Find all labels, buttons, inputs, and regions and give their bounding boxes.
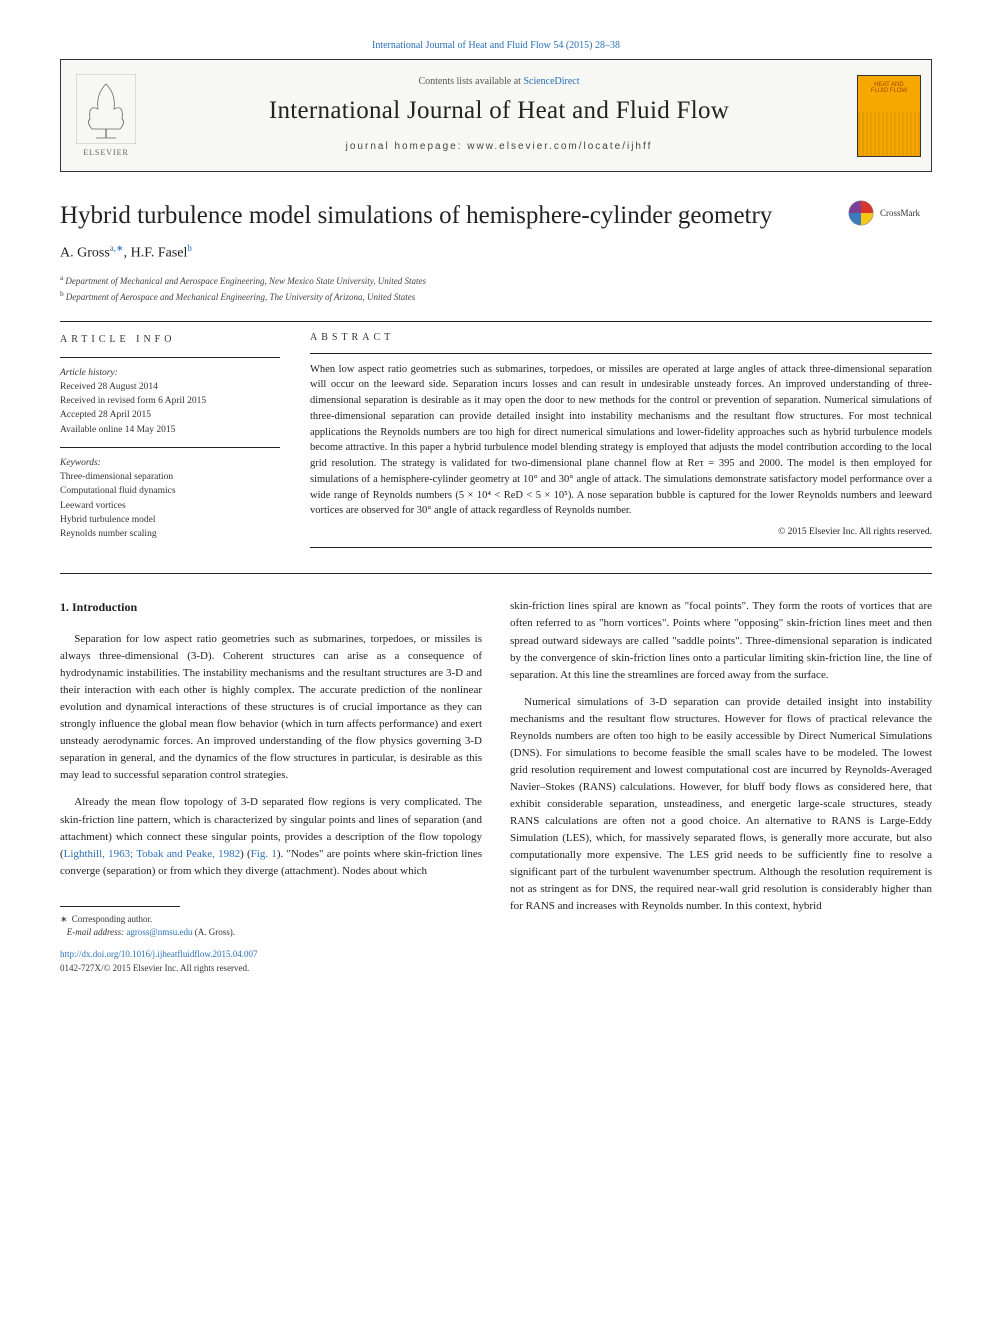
cover-thumb-wrap [847,60,931,171]
journal-name: International Journal of Heat and Fluid … [159,97,839,125]
contents-line: Contents lists available at ScienceDirec… [159,76,839,87]
article-title: Hybrid turbulence model simulations of h… [60,200,834,231]
article-info-block: ARTICLE INFO Article history: Received 2… [60,332,280,552]
header-mid: Contents lists available at ScienceDirec… [151,60,847,171]
affil-b: Department of Aerospace and Mechanical E… [66,292,416,302]
affil-a: Department of Mechanical and Aerospace E… [65,276,426,286]
kw-3: Leeward vortices [60,501,126,511]
article-info-head: ARTICLE INFO [60,332,280,347]
body-p2: Already the mean flow topology of 3-D se… [60,794,482,879]
revised-date: Received in revised form 6 April 2015 [60,396,206,406]
p2-b: ) ( [240,848,251,860]
author-2-affil-link[interactable]: b [187,243,192,253]
abstract-head: ABSTRACT [310,332,932,343]
divider [60,321,932,322]
doi-link[interactable]: http://dx.doi.org/10.1016/j.ijheatfluidf… [60,949,258,959]
author-1-affil-link[interactable]: a,∗ [110,243,124,253]
abstract-block: ABSTRACT When low aspect ratio geometrie… [310,332,932,552]
divider [60,573,932,574]
crossmark-icon [848,200,874,226]
email-who: (A. Gross). [195,927,235,937]
email-label: E-mail address: [67,927,124,937]
kw-1: Three-dimensional separation [60,472,173,482]
body-p1: Separation for low aspect ratio geometri… [60,631,482,784]
kw-2: Computational fluid dynamics [60,486,176,496]
authors-line: A. Grossa,∗, H.F. Faselb [60,243,932,262]
body-p4: Numerical simulations of 3-D separation … [510,694,932,916]
journal-header: ELSEVIER Contents lists available at Sci… [60,59,932,172]
journal-homepage: journal homepage: www.elsevier.com/locat… [159,141,839,152]
intro-heading: 1. Introduction [60,598,482,617]
history-label: Article history: [60,368,118,378]
received-date: Received 28 August 2014 [60,382,158,392]
crossmark-badge[interactable]: CrossMark [848,200,932,226]
citation-lighthill[interactable]: Lighthill, 1963; Tobak and Peake, 1982 [64,848,240,860]
kw-4: Hybrid turbulence model [60,515,156,525]
elsevier-label: ELSEVIER [83,148,129,157]
divider [60,357,280,358]
accepted-date: Accepted 28 April 2015 [60,410,151,420]
body-col-left: 1. Introduction Separation for low aspec… [60,598,482,975]
divider [60,447,280,448]
body-col-right: skin-friction lines spiral are known as … [510,598,932,975]
journal-cover-thumb[interactable] [857,75,921,157]
homepage-url[interactable]: www.elsevier.com/locate/ijhff [467,141,652,152]
publisher-logo-block: ELSEVIER [61,60,151,171]
divider [310,547,932,548]
kw-5: Reynolds number scaling [60,529,157,539]
affiliations: aDepartment of Mechanical and Aerospace … [60,272,932,305]
homepage-label: journal homepage: [346,141,468,152]
divider [310,353,932,354]
elsevier-tree-icon [76,74,136,144]
issn-line: 0142-727X/© 2015 Elsevier Inc. All right… [60,962,482,976]
crossmark-label: CrossMark [880,208,920,218]
figure-1-link[interactable]: Fig. 1 [251,848,277,860]
author-email-link[interactable]: agross@nmsu.edu [126,927,192,937]
journal-issue-link[interactable]: International Journal of Heat and Fluid … [60,40,932,51]
body-p3: skin-friction lines spiral are known as … [510,598,932,683]
author-1: A. Gross [60,246,110,261]
abstract-text: When low aspect ratio geometries such as… [310,362,932,520]
footnote-rule [60,906,180,907]
corresponding-author-label: Corresponding author. [72,914,153,924]
author-2: H.F. Fasel [131,246,188,261]
online-date: Available online 14 May 2015 [60,425,175,435]
keywords-label: Keywords: [60,458,101,468]
contents-text: Contents lists available at [418,76,523,87]
footnotes: ∗ Corresponding author. E-mail address: … [60,906,482,940]
abstract-copyright: © 2015 Elsevier Inc. All rights reserved… [310,527,932,537]
sciencedirect-link[interactable]: ScienceDirect [523,76,579,87]
